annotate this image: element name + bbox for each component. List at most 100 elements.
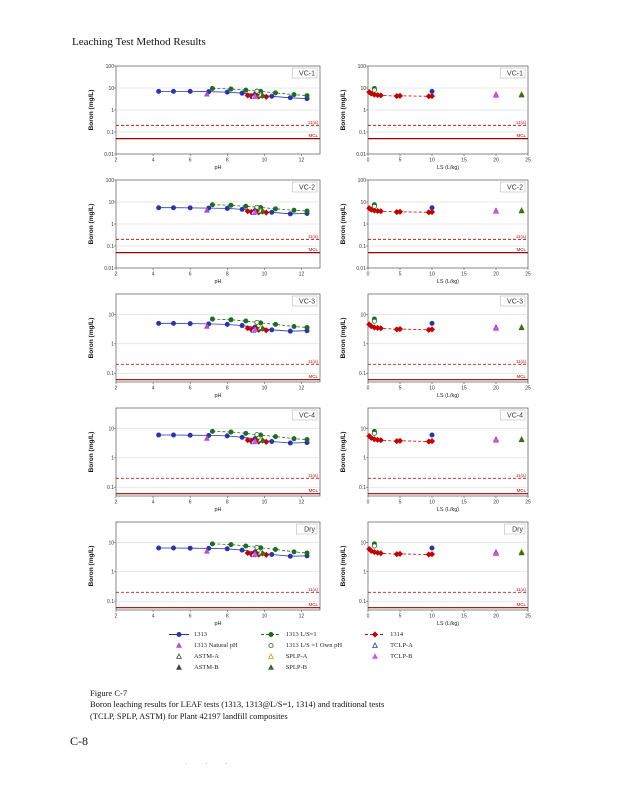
figure-label: Figure C-7 [90,688,128,698]
series-tclp-b [493,325,499,331]
series-tclp-b [252,438,259,444]
scan-artifact-marks: · · · [185,760,236,768]
svg-text:0.1: 0.1 [359,371,366,377]
svg-text:1: 1 [111,456,114,462]
series-splp-b [518,549,525,556]
svg-text:11(a): 11(a) [516,359,527,364]
legend-item-tclp-a: TCLP-A [364,641,413,650]
figure-caption-line2: (TCLP, SPLP, ASTM) for Plant 42197 landf… [90,710,288,721]
svg-text:MCL: MCL [516,488,526,493]
svg-text:12: 12 [299,158,305,164]
series-1313-natural-ph [203,547,210,554]
series-1313 [429,205,435,211]
chart-cell-vc3-ph: 0.1 1 10 2 4 6 8 10 12 11(a) MCL VC-3 pH Boron (mg/L) [86,288,338,400]
chart-dry-ls: 0.1 1 10 0 5 10 15 20 25 11(a) MCL Dry LS (L/kg) Boro… [340,521,531,627]
legend-item-label: TCLP-A [390,642,413,649]
svg-text:MCL: MCL [516,133,526,138]
series-1313-l-s-1 [209,85,310,99]
svg-text:MCL: MCL [308,488,318,493]
svg-text:MCL: MCL [516,374,526,379]
svg-text:0.01: 0.01 [104,266,114,272]
series-tclp-b [493,92,499,98]
series-1313-l-s-1 [209,316,310,331]
svg-text:Dry: Dry [512,527,523,534]
svg-text:4: 4 [152,158,155,164]
svg-text:25: 25 [525,500,531,506]
svg-text:10: 10 [360,312,366,318]
chart-cell-vc1-ls: 0.01 0.1 1 10 100 0 5 10 15 20 25 11(a) MCL VC-1 LS (L… [338,60,544,172]
legend-marker-triangle-icon [372,642,379,648]
svg-text:6: 6 [189,272,192,278]
svg-text:0.1: 0.1 [107,599,114,605]
legend-marker-circle-icon [260,632,281,637]
svg-text:12: 12 [299,500,305,506]
svg-text:15: 15 [461,158,467,164]
svg-text:0.1: 0.1 [359,244,366,250]
series-tclp-b [493,437,499,443]
svg-text:20: 20 [493,272,499,278]
svg-text:1: 1 [111,570,114,576]
svg-text:MCL: MCL [308,602,318,607]
legend-item-splp-a: SPLP-A [260,652,342,661]
svg-text:0.1: 0.1 [359,485,366,491]
svg-text:11(a): 11(a) [516,234,527,239]
svg-text:LS (L/kg): LS (L/kg) [437,393,459,398]
legend-item-1313-natural-ph: 1313 Natural pH [168,641,238,650]
chart-cell-dry-ls: 0.1 1 10 0 5 10 15 20 25 11(a) MCL Dry LS (L/kg) Boro… [338,516,544,628]
svg-text:100: 100 [106,64,115,70]
svg-text:11(a): 11(a) [308,359,319,364]
legend-item-splp-b: SPLP-B [260,663,342,672]
svg-text:0: 0 [367,386,370,392]
series-tclp-b [252,326,259,333]
svg-text:10: 10 [429,500,435,506]
svg-text:5: 5 [399,500,402,506]
svg-text:0.1: 0.1 [359,599,366,605]
svg-text:10: 10 [360,540,366,546]
legend-marker-triangle-icon [176,664,182,670]
svg-text:10: 10 [429,272,435,278]
svg-text:MCL: MCL [516,247,526,252]
svg-text:Boron (mg/L): Boron (mg/L) [88,432,95,473]
chart-vc4-ls: 0.1 1 10 0 5 10 15 20 25 11(a) MCL VC-4 LS (L/kg) Bor… [340,407,531,513]
series-splp-b [518,91,525,98]
legend-item-label: SPLP-A [285,653,308,660]
series-1314 [366,433,436,445]
legend-marker-diamond-icon [365,631,386,638]
svg-text:10: 10 [429,614,435,620]
series-1313-l-s-1 [209,541,310,556]
svg-text:Boron (mg/L): Boron (mg/L) [88,318,95,359]
series-1313-l-s-1-own-ph [371,203,377,209]
series-splp-b [259,549,266,556]
legend-marker-triangle-icon [176,642,182,648]
svg-text:LS (L/kg): LS (L/kg) [437,507,459,512]
svg-text:1: 1 [111,342,114,348]
svg-text:11(a): 11(a) [308,120,319,125]
svg-text:VC-3: VC-3 [507,299,523,306]
series-1314 [366,321,436,333]
chart-vc3-ph: 0.1 1 10 2 4 6 8 10 12 11(a) MCL VC-3 pH Boron (mg/L) [88,293,321,399]
series-1314 [366,89,436,100]
svg-text:8: 8 [226,500,229,506]
chart-cell-vc3-ls: 0.1 1 10 0 5 10 15 20 25 11(a) MCL VC-3 LS (L/kg) Bor… [338,288,544,400]
svg-text:LS (L/kg): LS (L/kg) [437,621,459,626]
series-1313-l-s-1-own-ph [371,430,377,436]
series-tclp-b [252,208,259,215]
svg-text:11(a): 11(a) [308,234,319,239]
series-splp-b [518,207,525,214]
page-header-title: Leaching Test Method Results [72,36,206,48]
series-1313 [429,320,435,326]
svg-text:0.1: 0.1 [107,130,114,136]
svg-text:25: 25 [525,614,531,620]
svg-text:0.01: 0.01 [356,266,366,272]
svg-text:5: 5 [399,614,402,620]
legend-item-label: TCLP-B [390,653,413,660]
legend-item-astm-a: ASTM-A [168,652,238,661]
series-splp-b [259,325,266,331]
series-1313-natural-ph [203,435,210,441]
svg-text:0.01: 0.01 [356,152,366,158]
svg-text:Boron (mg/L): Boron (mg/L) [340,432,347,473]
svg-text:LS (L/kg): LS (L/kg) [437,279,459,284]
svg-text:100: 100 [358,178,367,184]
svg-text:8: 8 [226,386,229,392]
